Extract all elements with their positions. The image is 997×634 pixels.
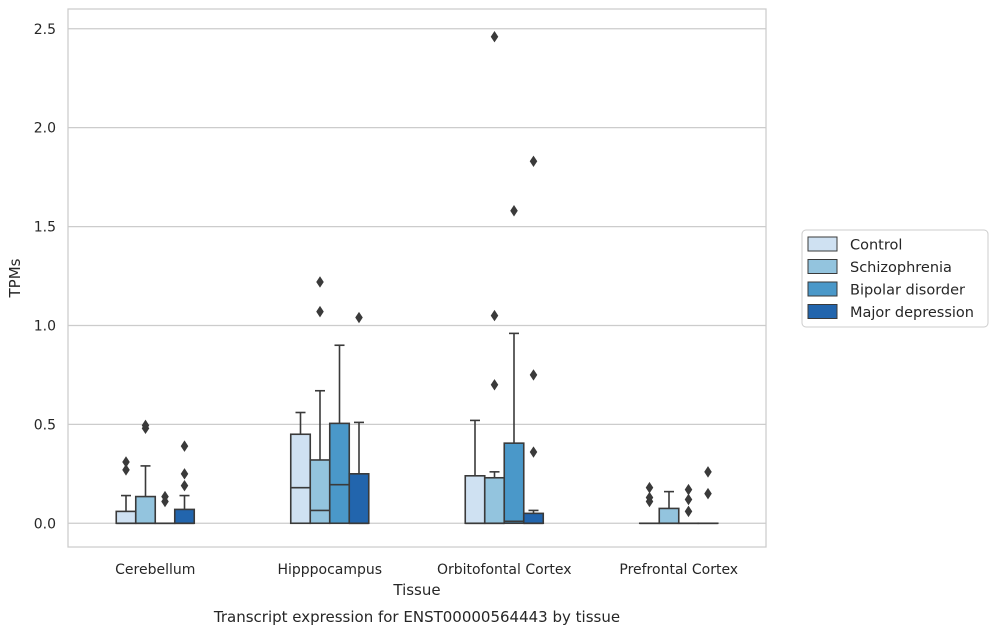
outlier-point xyxy=(316,305,324,318)
plot-frame xyxy=(67,8,767,548)
box-group xyxy=(658,490,680,525)
outlier-point xyxy=(141,419,150,432)
box xyxy=(173,508,196,525)
box-group xyxy=(348,311,370,525)
box xyxy=(115,510,137,525)
legend-label: Schizophrenia xyxy=(850,260,952,276)
outlier-point xyxy=(490,30,499,43)
plot-area xyxy=(68,9,766,547)
box-group xyxy=(134,419,157,525)
outlier-point xyxy=(490,379,499,391)
x-axis-label: Tissue xyxy=(392,581,440,599)
y-tick-label: 2.0 xyxy=(34,121,56,137)
box-group xyxy=(677,483,700,525)
y-axis-label: TPMs xyxy=(6,258,24,298)
y-tick-label: 2.5 xyxy=(34,22,56,38)
outlier-point xyxy=(510,205,518,217)
box xyxy=(483,476,506,525)
outlier-point xyxy=(684,493,693,506)
boxes xyxy=(115,30,719,525)
box-group xyxy=(483,30,506,525)
box xyxy=(309,459,331,525)
box xyxy=(348,473,370,525)
legend-label: Control xyxy=(850,238,902,254)
box-group xyxy=(173,440,196,525)
box-group xyxy=(697,466,719,525)
outlier-point xyxy=(529,446,538,458)
legend-label: Major depression xyxy=(850,305,974,321)
outlier-point xyxy=(684,483,693,496)
x-tick-label: Orbitofontal Cortex xyxy=(437,562,572,578)
box-group xyxy=(503,205,525,525)
box xyxy=(328,422,351,525)
y-tick-label: 1.0 xyxy=(34,318,56,334)
legend-swatch xyxy=(807,281,838,297)
y-tick-label: 0.0 xyxy=(34,516,56,532)
legend: Control Schizophrenia Bipolar disorder Majo… xyxy=(801,229,989,328)
outlier-point xyxy=(161,490,169,503)
outlier-point xyxy=(704,466,712,478)
outlier-point xyxy=(316,276,324,288)
box-group xyxy=(464,419,486,525)
legend-frame xyxy=(801,229,989,328)
outlier-point xyxy=(180,468,189,480)
outlier-point xyxy=(529,369,538,381)
legend-swatch xyxy=(807,259,838,274)
outlier-point xyxy=(704,487,712,500)
outlier-point xyxy=(645,481,654,494)
legend-swatch xyxy=(807,236,838,252)
y-axis-ticks: 0.0 0.5 1.0 1.5 2.0 2.5 xyxy=(34,22,56,532)
legend-swatch xyxy=(807,304,838,319)
y-tick-label: 0.5 xyxy=(34,417,56,433)
box-group xyxy=(154,490,176,525)
x-tick-label: Prefrontal Cortex xyxy=(619,562,738,578)
box xyxy=(134,495,157,525)
box xyxy=(658,507,680,525)
legend-label: Bipolar disorder xyxy=(850,283,965,299)
box xyxy=(503,442,525,525)
x-tick-label: Cerebellum xyxy=(115,562,195,578)
outlier-point xyxy=(645,491,654,504)
x-tick-label: Hipppocampus xyxy=(277,562,382,578)
outlier-point xyxy=(529,155,538,168)
outlier-point xyxy=(684,505,693,518)
outlier-point xyxy=(180,440,189,452)
x-axis-ticks: Cerebellum Hipppocampus Orbitofontal Corte… xyxy=(115,562,738,578)
chart-caption: Transcript expression for ENST0000056444… xyxy=(213,608,620,626)
box-group xyxy=(115,456,137,525)
box xyxy=(464,474,486,525)
box-group xyxy=(289,411,312,525)
box-group xyxy=(522,155,545,525)
outlier-point xyxy=(355,311,363,324)
outlier-point xyxy=(180,479,189,492)
box xyxy=(289,433,312,525)
outlier-point xyxy=(490,309,499,322)
outlier-point xyxy=(122,464,130,476)
y-tick-label: 1.5 xyxy=(34,220,56,236)
box xyxy=(522,512,545,525)
outlier-point xyxy=(122,456,130,468)
